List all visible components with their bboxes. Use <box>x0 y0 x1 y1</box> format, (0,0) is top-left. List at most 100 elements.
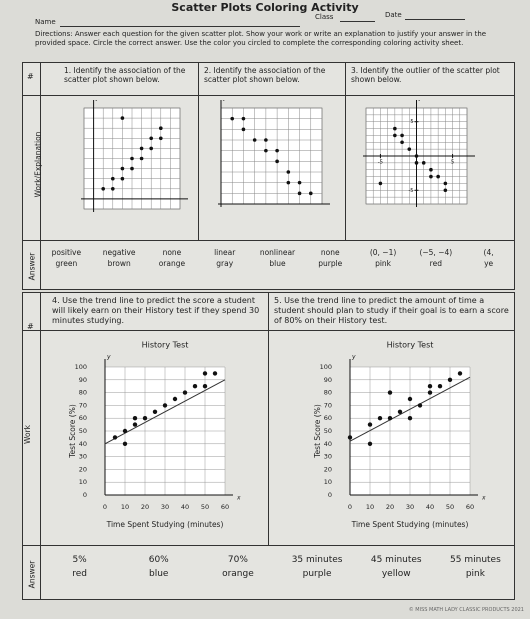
class-line <box>340 21 375 22</box>
rule <box>40 62 41 290</box>
y-tick-label: -5 <box>409 188 414 194</box>
data-point <box>400 133 404 138</box>
y-tick-label: 20 <box>79 465 87 473</box>
data-point <box>149 136 153 141</box>
class-label: Class <box>315 13 334 21</box>
y-axis-label: Test Score (%) <box>68 404 77 459</box>
scatter-plot: xy <box>218 100 330 207</box>
x-tick-label: 50 <box>446 503 454 511</box>
data-point <box>397 409 403 414</box>
scatter-chart: x y 0 10 20 30 40 50 60 0 10 20 30 40 50 60 70 80 90 100 His… <box>313 341 486 530</box>
x-tick-label: 20 <box>386 503 394 511</box>
trend-line <box>349 376 471 442</box>
answer-color: red <box>429 259 442 268</box>
x-tick-label: 10 <box>366 503 374 511</box>
x-tick-label: 0 <box>103 503 107 511</box>
data-point <box>132 422 138 427</box>
number-label: # <box>27 72 34 81</box>
data-point <box>111 176 115 181</box>
work-label: Work/Explanation <box>33 131 43 198</box>
y-tick-label: 30 <box>79 453 87 461</box>
data-point <box>437 384 443 389</box>
answer-color: purple <box>302 569 332 579</box>
scatter-chart: x y 0 10 20 30 40 50 60 0 10 20 30 40 50 60 70 80 90 100 His… <box>68 341 241 530</box>
data-point <box>120 176 125 181</box>
data-point <box>377 416 383 421</box>
y-tick-label: 50 <box>79 427 87 435</box>
y-axis-letter: y <box>418 100 423 102</box>
data-point <box>443 188 448 193</box>
question: 1. Identify the association of the scatt… <box>64 66 186 84</box>
x-tick-label: 10 <box>121 503 129 511</box>
data-point <box>111 187 115 191</box>
answer-color: red <box>72 569 87 579</box>
x-tick-label: 60 <box>466 503 474 511</box>
answer-label: Answer <box>27 252 37 281</box>
y-tick-label: 20 <box>324 465 332 473</box>
y-tick-label: 100 <box>320 363 332 371</box>
data-point <box>241 127 246 132</box>
question: 5. Use the trend line to predict the amo… <box>274 296 509 325</box>
answer-choice: 55 minutes <box>450 555 501 565</box>
rule <box>268 292 269 545</box>
y-tick-label: 70 <box>324 401 332 409</box>
data-point <box>120 116 125 120</box>
y-tick-label: 80 <box>324 389 332 397</box>
answer-choice: 45 minutes <box>370 555 422 565</box>
y-tick-label: 90 <box>79 376 87 384</box>
scatter-plot: xy-55-55 <box>363 100 475 207</box>
data-point <box>112 435 118 440</box>
y-tick-label: 5 <box>410 119 413 125</box>
y-tick-label: 10 <box>324 478 332 486</box>
chart-title: History Test <box>387 341 434 350</box>
data-point <box>447 377 453 382</box>
rule <box>345 62 346 240</box>
data-point <box>252 138 257 142</box>
data-point <box>407 396 413 402</box>
data-point <box>387 390 393 395</box>
chart-title: History Test <box>142 341 189 350</box>
answer-choice: negative <box>102 248 136 257</box>
data-point <box>122 428 128 434</box>
question: 3. Identify the outlier of the scatter p… <box>351 66 500 84</box>
data-point <box>347 435 353 440</box>
y-tick-label: 70 <box>79 401 87 409</box>
answer-choice: positive <box>51 248 82 257</box>
data-point <box>308 191 313 196</box>
x-tick-label: 0 <box>348 503 352 511</box>
data-point <box>241 116 246 121</box>
data-point <box>427 384 433 389</box>
title: Scatter Plots Coloring Activity <box>171 1 359 14</box>
data-point <box>367 441 373 446</box>
data-point <box>202 371 208 376</box>
footer: © MISS MATH LADY CLASSIC PRODUCTS 2021 <box>408 607 524 613</box>
data-point <box>393 133 397 138</box>
date-line <box>405 19 465 20</box>
rule <box>40 292 41 600</box>
answer-color: green <box>55 259 78 268</box>
y-tick-label: 60 <box>79 414 87 422</box>
directions: Directions: Answer each question for the… <box>35 30 487 47</box>
rule <box>198 62 199 240</box>
data-point <box>264 148 268 153</box>
x-axis-letter: x <box>236 495 241 502</box>
answer-choice: (−5, −4) <box>419 248 453 257</box>
answer-color: brown <box>107 259 131 268</box>
scatter-plot: xy <box>81 100 188 212</box>
answer-choice: 70% <box>227 555 248 565</box>
y-axis-letter: y <box>95 100 100 102</box>
data-point <box>159 136 163 141</box>
data-point <box>122 441 128 446</box>
data-point <box>182 390 188 395</box>
data-point <box>286 170 291 174</box>
data-point <box>230 116 235 121</box>
plot-area <box>220 107 323 205</box>
name-label: Name <box>35 18 56 26</box>
data-point <box>212 371 218 376</box>
data-point <box>436 174 440 179</box>
x-tick-label: 5 <box>451 160 454 166</box>
data-point <box>443 181 448 186</box>
answer-color: pink <box>465 569 485 579</box>
data-point <box>139 156 144 161</box>
data-point <box>393 126 397 131</box>
